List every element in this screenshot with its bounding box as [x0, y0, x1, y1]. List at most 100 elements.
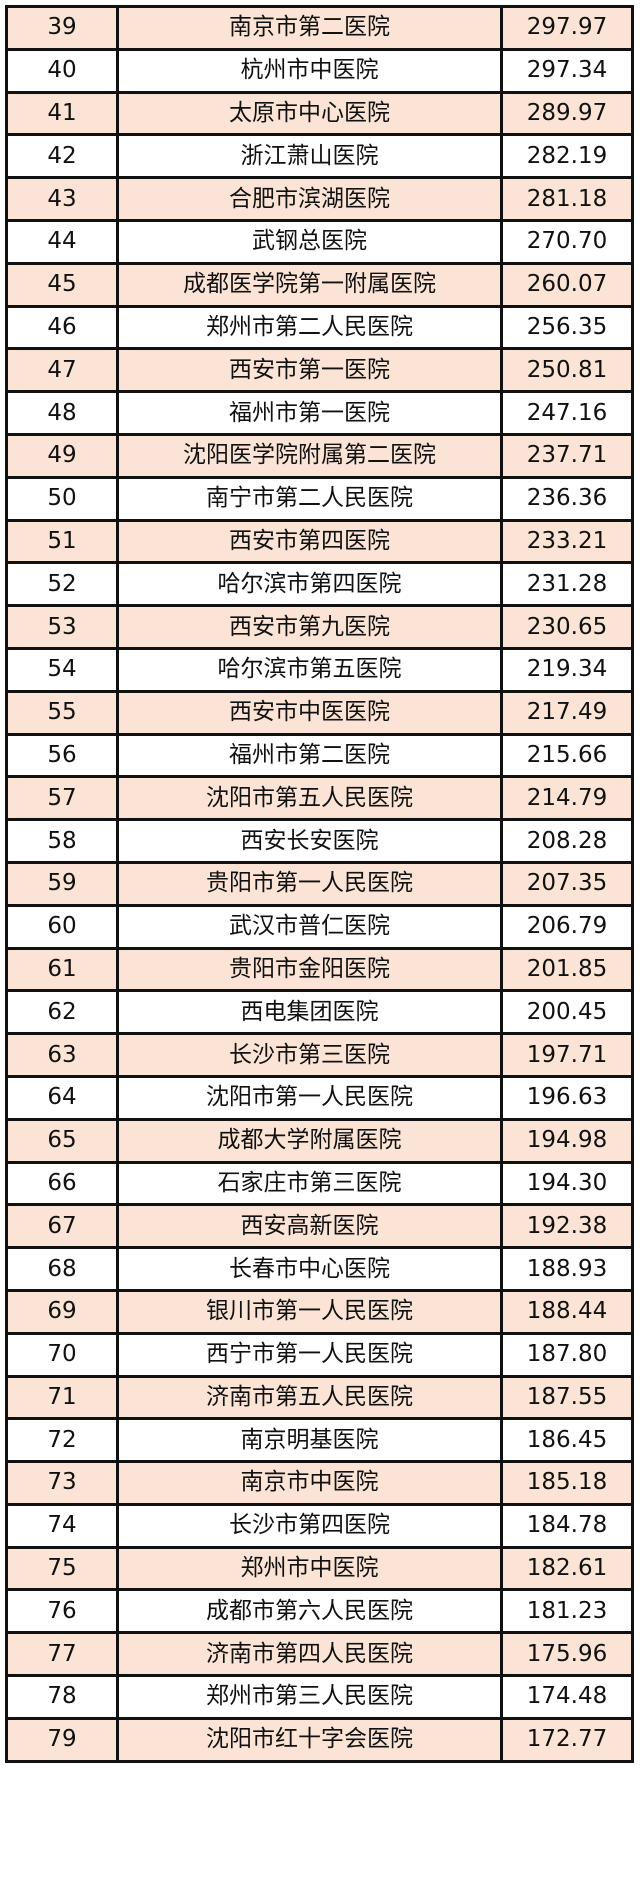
- table-row: 51 西安市第四医院 233.21: [5, 518, 634, 565]
- rank-cell: 64: [5, 1074, 119, 1121]
- rank-cell: 57: [5, 775, 119, 822]
- score-cell: 207.35: [500, 860, 634, 907]
- hospital-name-cell: 石家庄市第三医院: [116, 1160, 503, 1207]
- rank-cell: 48: [5, 390, 119, 436]
- rank-cell: 44: [5, 218, 119, 265]
- rank-cell: 65: [5, 1117, 119, 1164]
- table-row: 56 福州市第二医院 215.66: [5, 732, 634, 779]
- rank-cell: 62: [5, 989, 119, 1036]
- hospital-ranking-table: 39 南京市第二医院 297.97 40 杭州市中医院 297.34 41 太原市中心医院 28…: [5, 5, 634, 1763]
- table-body: 39 南京市第二医院 297.97 40 杭州市中医院 297.34 41 太原市中心医院 28…: [5, 5, 634, 1763]
- hospital-name-cell: 西安市第九医院: [116, 604, 503, 650]
- hospital-name-cell: 长春市中心医院: [116, 1246, 503, 1292]
- table-row: 60 武汉市普仁医院 206.79: [5, 903, 634, 950]
- rank-cell: 54: [5, 646, 119, 693]
- rank-cell: 71: [5, 1374, 119, 1421]
- table-row: 66 石家庄市第三医院 194.30: [5, 1160, 634, 1207]
- table-row: 73 南京市中医院 185.18: [5, 1460, 634, 1506]
- table-row: 74 长沙市第四医院 184.78: [5, 1502, 634, 1549]
- rank-cell: 63: [5, 1032, 119, 1078]
- rank-cell: 52: [5, 561, 119, 608]
- table-row: 58 西安长安医院 208.28: [5, 818, 634, 864]
- table-row: 47 西安市第一医院 250.81: [5, 347, 634, 394]
- rank-cell: 60: [5, 903, 119, 950]
- rank-cell: 70: [5, 1331, 119, 1378]
- rank-cell: 39: [5, 5, 119, 51]
- table-row: 65 成都大学附属医院 194.98: [5, 1117, 634, 1164]
- score-cell: 247.16: [500, 390, 634, 436]
- rank-cell: 42: [5, 133, 119, 180]
- rank-cell: 56: [5, 732, 119, 779]
- table-row: 61 贵阳市金阳医院 201.85: [5, 946, 634, 993]
- rank-cell: 77: [5, 1631, 119, 1678]
- score-cell: 188.93: [500, 1246, 634, 1292]
- score-cell: 172.77: [500, 1716, 634, 1763]
- hospital-name-cell: 贵阳市第一人民医院: [116, 860, 503, 907]
- hospital-name-cell: 济南市第五人民医院: [116, 1374, 503, 1421]
- hospital-name-cell: 西安市第一医院: [116, 347, 503, 394]
- score-cell: 297.34: [500, 47, 634, 94]
- table-row: 43 合肥市滨湖医院 281.18: [5, 176, 634, 222]
- score-cell: 194.98: [500, 1117, 634, 1164]
- score-cell: 256.35: [500, 304, 634, 351]
- hospital-name-cell: 成都大学附属医院: [116, 1117, 503, 1164]
- rank-cell: 78: [5, 1674, 119, 1720]
- score-cell: 200.45: [500, 989, 634, 1036]
- table-row: 78 郑州市第三人民医院 174.48: [5, 1674, 634, 1720]
- table-row: 48 福州市第一医院 247.16: [5, 390, 634, 436]
- hospital-name-cell: 西安高新医院: [116, 1203, 503, 1250]
- rank-cell: 76: [5, 1588, 119, 1635]
- hospital-name-cell: 银川市第一人民医院: [116, 1288, 503, 1335]
- rank-cell: 53: [5, 604, 119, 650]
- score-cell: 186.45: [500, 1417, 634, 1464]
- score-cell: 233.21: [500, 518, 634, 565]
- hospital-name-cell: 武汉市普仁医院: [116, 903, 503, 950]
- hospital-name-cell: 南京市中医院: [116, 1460, 503, 1506]
- score-cell: 230.65: [500, 604, 634, 650]
- table-row: 75 郑州市中医院 182.61: [5, 1545, 634, 1592]
- table-row: 55 西安市中医医院 217.49: [5, 689, 634, 736]
- rank-cell: 55: [5, 689, 119, 736]
- hospital-name-cell: 福州市第二医院: [116, 732, 503, 779]
- score-cell: 182.61: [500, 1545, 634, 1592]
- table-row: 77 济南市第四人民医院 175.96: [5, 1631, 634, 1678]
- rank-cell: 74: [5, 1502, 119, 1549]
- rank-cell: 79: [5, 1716, 119, 1763]
- table-row: 71 济南市第五人民医院 187.55: [5, 1374, 634, 1421]
- rank-cell: 50: [5, 475, 119, 522]
- hospital-name-cell: 济南市第四人民医院: [116, 1631, 503, 1678]
- rank-cell: 75: [5, 1545, 119, 1592]
- rank-cell: 69: [5, 1288, 119, 1335]
- score-cell: 297.97: [500, 5, 634, 51]
- hospital-name-cell: 沈阳市第五人民医院: [116, 775, 503, 822]
- rank-cell: 40: [5, 47, 119, 94]
- table-row: 44 武钢总医院 270.70: [5, 218, 634, 265]
- table-row: 70 西宁市第一人民医院 187.80: [5, 1331, 634, 1378]
- rank-cell: 47: [5, 347, 119, 394]
- rank-cell: 46: [5, 304, 119, 351]
- table-row: 67 西安高新医院 192.38: [5, 1203, 634, 1250]
- score-cell: 201.85: [500, 946, 634, 993]
- table-row: 40 杭州市中医院 297.34: [5, 47, 634, 94]
- table-row: 49 沈阳医学院附属第二医院 237.71: [5, 432, 634, 479]
- rank-cell: 61: [5, 946, 119, 993]
- rank-cell: 66: [5, 1160, 119, 1207]
- score-cell: 236.36: [500, 475, 634, 522]
- table-row: 46 郑州市第二人民医院 256.35: [5, 304, 634, 351]
- hospital-name-cell: 西安市第四医院: [116, 518, 503, 565]
- hospital-name-cell: 西安长安医院: [116, 818, 503, 864]
- rank-cell: 49: [5, 432, 119, 479]
- table-row: 50 南宁市第二人民医院 236.36: [5, 475, 634, 522]
- hospital-name-cell: 杭州市中医院: [116, 47, 503, 94]
- rank-cell: 58: [5, 818, 119, 864]
- score-cell: 219.34: [500, 646, 634, 693]
- hospital-name-cell: 哈尔滨市第四医院: [116, 561, 503, 608]
- hospital-name-cell: 南宁市第二人民医院: [116, 475, 503, 522]
- rank-cell: 41: [5, 90, 119, 137]
- hospital-name-cell: 长沙市第四医院: [116, 1502, 503, 1549]
- hospital-name-cell: 郑州市中医院: [116, 1545, 503, 1592]
- table-row: 62 西电集团医院 200.45: [5, 989, 634, 1036]
- table-row: 72 南京明基医院 186.45: [5, 1417, 634, 1464]
- hospital-name-cell: 福州市第一医院: [116, 390, 503, 436]
- score-cell: 282.19: [500, 133, 634, 180]
